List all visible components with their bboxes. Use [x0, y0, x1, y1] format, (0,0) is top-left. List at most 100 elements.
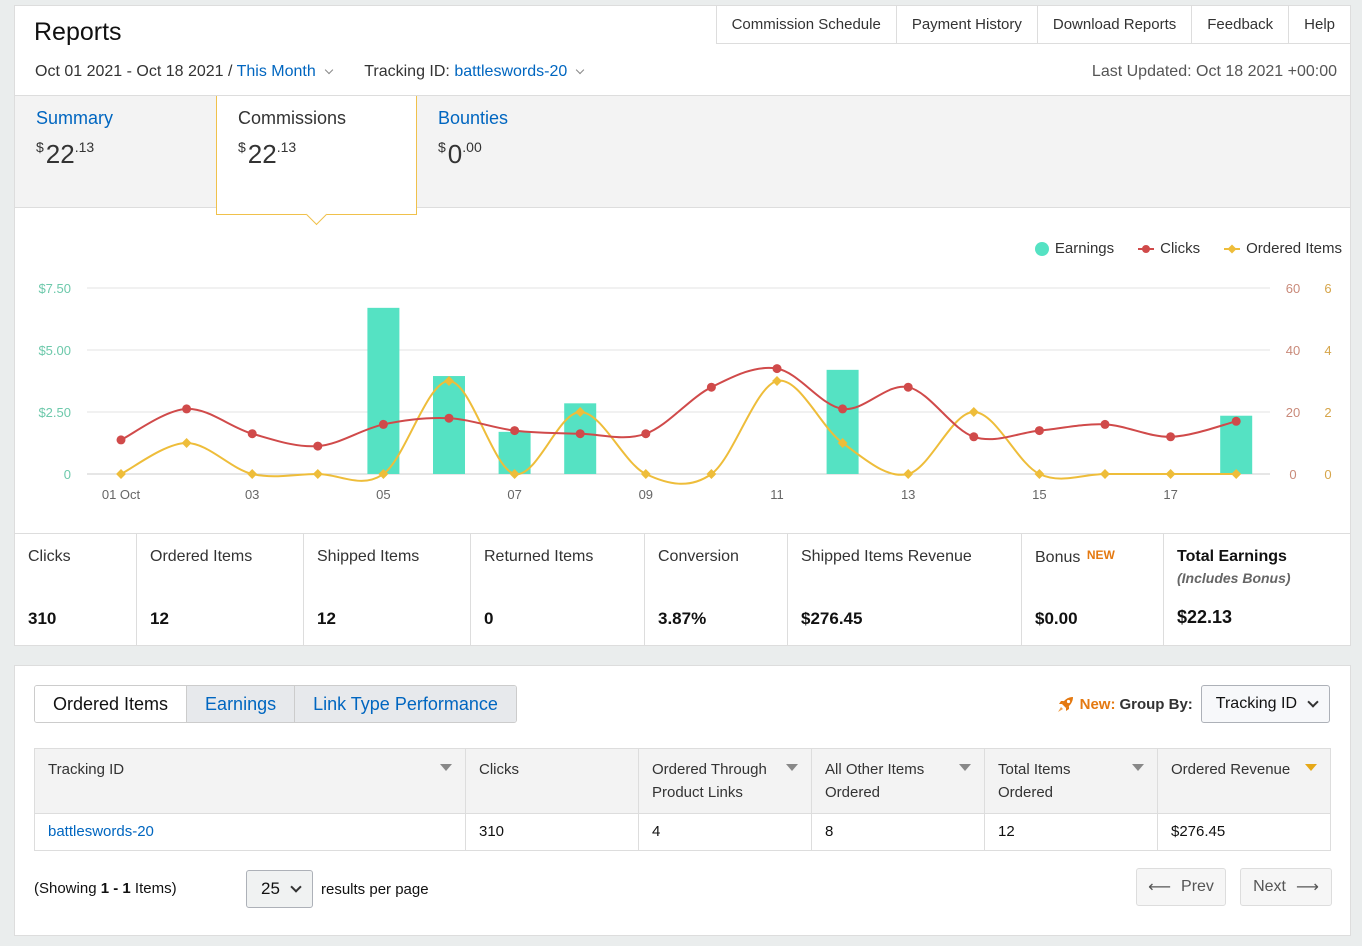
amount-cents: .00	[462, 139, 482, 155]
next-label: Next	[1253, 878, 1286, 895]
stat-value: $22.13	[1177, 607, 1233, 627]
y-right-tick-label: 0	[1289, 467, 1296, 482]
prev-button[interactable]: ⟵ Prev	[1136, 868, 1226, 906]
column-clicks[interactable]: Clicks	[465, 748, 639, 814]
per-page-control: 25 results per page	[246, 870, 429, 908]
x-tick-label: 03	[245, 487, 259, 502]
stat-label: Total Earnings	[1177, 548, 1287, 565]
showing-range: 1 - 1	[100, 880, 131, 897]
chevron-down-icon	[1307, 696, 1319, 708]
page-title: Reports	[34, 18, 122, 46]
sort-caret-icon[interactable]	[1305, 764, 1317, 771]
tracking-id-link[interactable]: battleswords-20	[48, 823, 154, 840]
column-ordered-through-product-links[interactable]: Ordered Through Product Links	[638, 748, 812, 814]
cell-tracking-id: battleswords-20	[34, 813, 466, 851]
column-label: Tracking ID	[48, 761, 125, 778]
stat-bonus-label: Bonus	[1035, 549, 1081, 566]
stat-ordered-items: Ordered Items 12	[137, 534, 304, 645]
sort-caret-icon[interactable]	[440, 764, 452, 771]
tab-commissions[interactable]: Commissions $22.13	[216, 96, 417, 215]
tab-summary[interactable]: Summary $22.13	[15, 96, 216, 209]
x-tick-label: 07	[507, 487, 521, 502]
tab-commissions-label[interactable]: Commissions	[238, 108, 347, 128]
x-tick-label: 13	[901, 487, 915, 502]
sort-caret-icon[interactable]	[1132, 764, 1144, 771]
sort-caret-icon[interactable]	[959, 764, 971, 771]
next-button[interactable]: Next ⟶	[1240, 868, 1332, 906]
sort-caret-icon[interactable]	[786, 764, 798, 771]
currency-symbol: $	[438, 139, 446, 155]
top-nav: Commission Schedule Payment History Down…	[715, 6, 1350, 44]
earnings-bar	[367, 307, 400, 474]
stat-returned-items: Returned Items 0	[471, 534, 645, 645]
date-range-text: Oct 01 2021 - Oct 18 2021 /	[35, 63, 233, 80]
cell-all-other-items: 8	[811, 813, 985, 851]
clicks-point	[378, 419, 388, 429]
column-all-other-items-ordered[interactable]: All Other Items Ordered	[811, 748, 985, 814]
legend-ordered-items[interactable]: Ordered Items	[1224, 240, 1342, 257]
earnings-bar	[826, 369, 859, 474]
nav-feedback[interactable]: Feedback	[1192, 6, 1290, 43]
ordered-items-point	[116, 469, 126, 479]
column-label: Clicks	[479, 761, 519, 778]
stat-value: 12	[150, 609, 169, 628]
ordered-items-line	[120, 379, 1237, 485]
filter-row: Oct 01 2021 - Oct 18 2021 / This Month T…	[35, 63, 591, 81]
nav-help[interactable]: Help	[1304, 16, 1335, 33]
legend-earnings[interactable]: Earnings	[1034, 240, 1114, 257]
ordered-items-point	[1231, 469, 1242, 479]
stat-shipped-items: Shipped Items 12	[304, 534, 471, 645]
nav-download-reports[interactable]: Download Reports	[1038, 6, 1193, 43]
earnings-bar	[498, 431, 531, 474]
ordered-items-point	[640, 469, 651, 479]
stat-value: $276.45	[801, 609, 863, 628]
cell-ordered-revenue: $276.45	[1157, 813, 1331, 851]
tracking-id-dropdown[interactable]: battleswords-20	[454, 63, 568, 80]
column-label: Ordered Revenue	[1171, 761, 1291, 778]
stat-label: Returned Items	[484, 548, 594, 565]
tab-link-type-performance[interactable]: Link Type Performance	[294, 686, 516, 722]
report-summary-card: Reports Commission Schedule Payment Hist…	[14, 5, 1351, 646]
column-tracking-id[interactable]: Tracking ID	[34, 748, 466, 814]
column-label: Ordered Through Product Links	[652, 761, 767, 801]
ordered-items-point	[1165, 469, 1176, 479]
group-by-value: Tracking ID	[1215, 695, 1297, 712]
clicks-point	[444, 413, 454, 423]
nav-payment-history[interactable]: Payment History	[897, 6, 1038, 43]
nav-commission-schedule[interactable]: Commission Schedule	[717, 6, 897, 43]
clicks-line	[120, 366, 1237, 448]
clicks-point	[1231, 416, 1241, 426]
date-preset-dropdown[interactable]: This Month	[236, 63, 316, 80]
clicks-point	[510, 426, 520, 436]
tab-summary-label[interactable]: Summary	[36, 108, 114, 128]
tracking-id-label: Tracking ID:	[364, 63, 450, 80]
clicks-point	[838, 404, 848, 414]
tab-earnings[interactable]: Earnings	[186, 686, 295, 722]
y-right2-tick-label: 2	[1324, 405, 1331, 420]
x-tick-label: 17	[1163, 487, 1177, 502]
chevron-down-icon[interactable]	[324, 66, 333, 75]
chevron-down-icon[interactable]	[576, 66, 585, 75]
per-page-label: results per page	[321, 880, 429, 898]
group-by-select[interactable]: Tracking ID	[1200, 685, 1330, 723]
new-badge: NEW	[1086, 548, 1115, 562]
amount-whole: 22	[247, 139, 277, 169]
clicks-point	[969, 432, 979, 442]
stat-clicks: Clicks 310	[15, 534, 137, 645]
bounties-amount: $0.00	[438, 139, 597, 170]
per-page-select[interactable]: 25	[246, 870, 313, 908]
ordered-items-point	[1034, 469, 1045, 479]
clicks-point	[706, 382, 716, 392]
tab-ordered-items[interactable]: Ordered Items	[35, 686, 187, 722]
report-table-card: Ordered Items Earnings Link Type Perform…	[14, 665, 1351, 936]
column-ordered-revenue[interactable]: Ordered Revenue	[1157, 748, 1331, 814]
stat-total-earnings: Total Earnings (Includes Bonus) $22.13	[1164, 534, 1350, 645]
column-total-items-ordered[interactable]: Total Items Ordered	[984, 748, 1158, 814]
legend-clicks[interactable]: Clicks	[1138, 240, 1200, 257]
tab-bounties[interactable]: Bounties $0.00	[417, 96, 618, 209]
stat-label: Bonus NEW	[1035, 548, 1163, 567]
clicks-point	[1166, 432, 1176, 442]
tab-bounties-label[interactable]: Bounties	[438, 108, 509, 128]
arrow-left-icon: ⟵	[1148, 879, 1172, 896]
ordered-items-point	[706, 469, 717, 479]
